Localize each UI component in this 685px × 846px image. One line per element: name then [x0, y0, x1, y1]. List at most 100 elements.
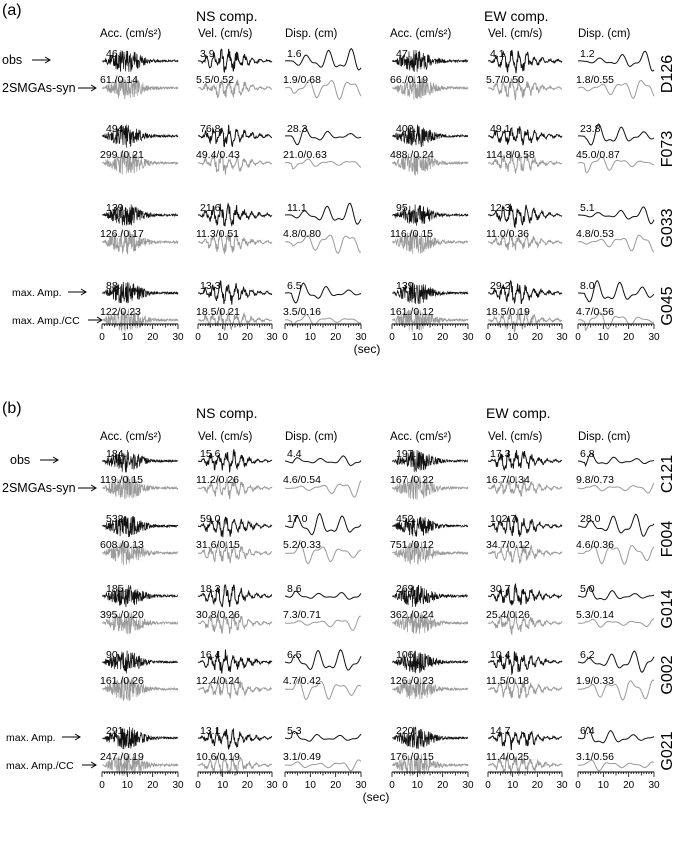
synthetic-trace — [197, 753, 273, 777]
axis-tick-label: 30 — [266, 332, 278, 343]
observed-max-amplitude: 18.3 — [200, 583, 221, 595]
synthetic-trace — [197, 151, 273, 175]
synthetic-amplitude-cc: 176./0.15 — [390, 751, 434, 763]
legend-syn-label: 2SMGAs-syn — [2, 81, 76, 95]
observed-trace — [487, 514, 563, 537]
observed-max-amplitude: 1.2 — [580, 48, 595, 60]
component-title-ew: EW comp. — [484, 8, 549, 24]
observed-trace — [101, 584, 179, 608]
axis-tick-label: 20 — [147, 332, 159, 343]
observed-max-amplitude: 3.9 — [200, 48, 215, 60]
synthetic-trace — [577, 544, 655, 565]
synthetic-amplitude-cc: 126./0.17 — [100, 228, 144, 240]
synthetic-amplitude-cc: 119./0.15 — [100, 474, 143, 486]
synthetic-amplitude-cc: 66./0.19 — [390, 74, 428, 86]
observed-trace — [101, 204, 179, 226]
synthetic-amplitude-cc: 488./0.24 — [390, 149, 434, 161]
axis-tick-label: 10 — [412, 780, 424, 791]
synthetic-amplitude-cc: 395./0.20 — [100, 609, 144, 621]
observed-trace — [284, 512, 362, 536]
synthetic-amplitude-cc: 10.6/0.19 — [196, 751, 240, 763]
synthetic-amplitude-cc: 5.5/0.52 — [196, 74, 234, 86]
axis-tick-label: 30 — [266, 780, 278, 791]
observed-max-amplitude: 29.2 — [490, 280, 511, 292]
synthetic-trace — [577, 156, 655, 174]
axis-tick-label: 0 — [575, 780, 581, 791]
observed-max-amplitude: 17.0 — [287, 513, 308, 525]
observed-max-amplitude: 291. — [106, 725, 126, 737]
observed-trace — [577, 513, 655, 537]
observed-max-amplitude: 28.3 — [287, 123, 308, 135]
observed-max-amplitude: 59.0 — [200, 513, 221, 525]
observed-trace — [487, 583, 563, 606]
synthetic-trace — [391, 677, 469, 700]
synthetic-amplitude-cc: 4.7/0.56 — [576, 306, 614, 318]
station-name: F004 — [659, 521, 676, 558]
synthetic-amplitude-cc: 114.8/0.58 — [486, 149, 535, 161]
synthetic-trace — [487, 755, 563, 777]
observed-trace — [391, 49, 469, 72]
synthetic-amplitude-cc: 1.8/0.55 — [576, 74, 614, 86]
observed-max-amplitude: 13.3 — [200, 280, 221, 292]
axis-tick-label: 10 — [507, 332, 519, 343]
observed-trace — [284, 590, 362, 600]
legend-arrow-icon — [62, 733, 81, 741]
axis-tick-label: 30 — [648, 780, 660, 791]
observed-trace — [284, 730, 362, 742]
synthetic-amplitude-cc: 5.3/0.14 — [576, 609, 614, 621]
observed-max-amplitude: 220. — [396, 725, 416, 737]
synthetic-trace — [577, 679, 655, 701]
synthetic-trace — [102, 475, 179, 500]
observed-max-amplitude: 47. — [396, 48, 411, 60]
station-name: F073 — [659, 131, 676, 168]
station-name: G045 — [659, 286, 676, 325]
observed-max-amplitude: 106. — [396, 649, 416, 661]
station-name: D126 — [659, 55, 676, 93]
observed-trace — [197, 280, 273, 305]
axis-tick-label: 10 — [217, 780, 229, 791]
synthetic-trace — [577, 618, 655, 628]
synthetic-trace — [101, 229, 179, 255]
observed-trace — [101, 726, 179, 750]
observed-max-amplitude: 14.7 — [490, 725, 511, 737]
synthetic-amplitude-cc: 161./0.26 — [100, 675, 144, 687]
observed-max-amplitude: 6.8 — [580, 448, 595, 460]
axis-tick-label: 0 — [282, 780, 288, 791]
observed-trace — [102, 650, 179, 674]
synthetic-amplitude-cc: 3.5/0.16 — [283, 306, 321, 318]
station-name: G002 — [659, 655, 676, 694]
observed-max-amplitude: 13.1 — [200, 725, 221, 737]
synthetic-trace — [391, 231, 469, 255]
observed-max-amplitude: 16.4 — [200, 649, 221, 661]
observed-trace — [101, 515, 179, 538]
synthetic-trace — [284, 158, 362, 170]
synthetic-trace — [487, 610, 563, 636]
quantity-header: Acc. (cm/s²) — [100, 28, 161, 40]
synthetic-trace — [284, 313, 362, 328]
synthetic-amplitude-cc: 16.7/0.34 — [486, 474, 530, 486]
observed-trace — [577, 50, 655, 72]
station-name: C121 — [659, 455, 676, 493]
axis-tick-label: 30 — [462, 332, 474, 343]
component-title-ns: NS comp. — [196, 8, 257, 24]
axis-tick-label: 0 — [389, 332, 395, 343]
observed-trace — [391, 726, 469, 749]
observed-trace — [577, 726, 655, 744]
observed-max-amplitude: 269. — [396, 583, 416, 595]
observed-max-amplitude: 532. — [106, 513, 126, 525]
observed-trace — [488, 126, 563, 146]
observed-trace — [578, 280, 655, 303]
synthetic-trace — [197, 308, 273, 332]
synthetic-amplitude-cc: 30.8/0.26 — [196, 609, 240, 621]
observed-max-amplitude: 6.5 — [287, 649, 302, 661]
synthetic-amplitude-cc: 122/0.23 — [100, 306, 141, 318]
synthetic-trace — [487, 77, 563, 101]
axis-tick-label: 20 — [437, 780, 449, 791]
observed-trace — [391, 650, 469, 674]
axis-tick-label: 0 — [99, 780, 105, 791]
observed-trace — [391, 516, 469, 537]
legend-arrow-icon — [68, 288, 87, 296]
observed-max-amplitude: 139. — [106, 202, 126, 214]
axis-tick-label: 10 — [122, 332, 134, 343]
